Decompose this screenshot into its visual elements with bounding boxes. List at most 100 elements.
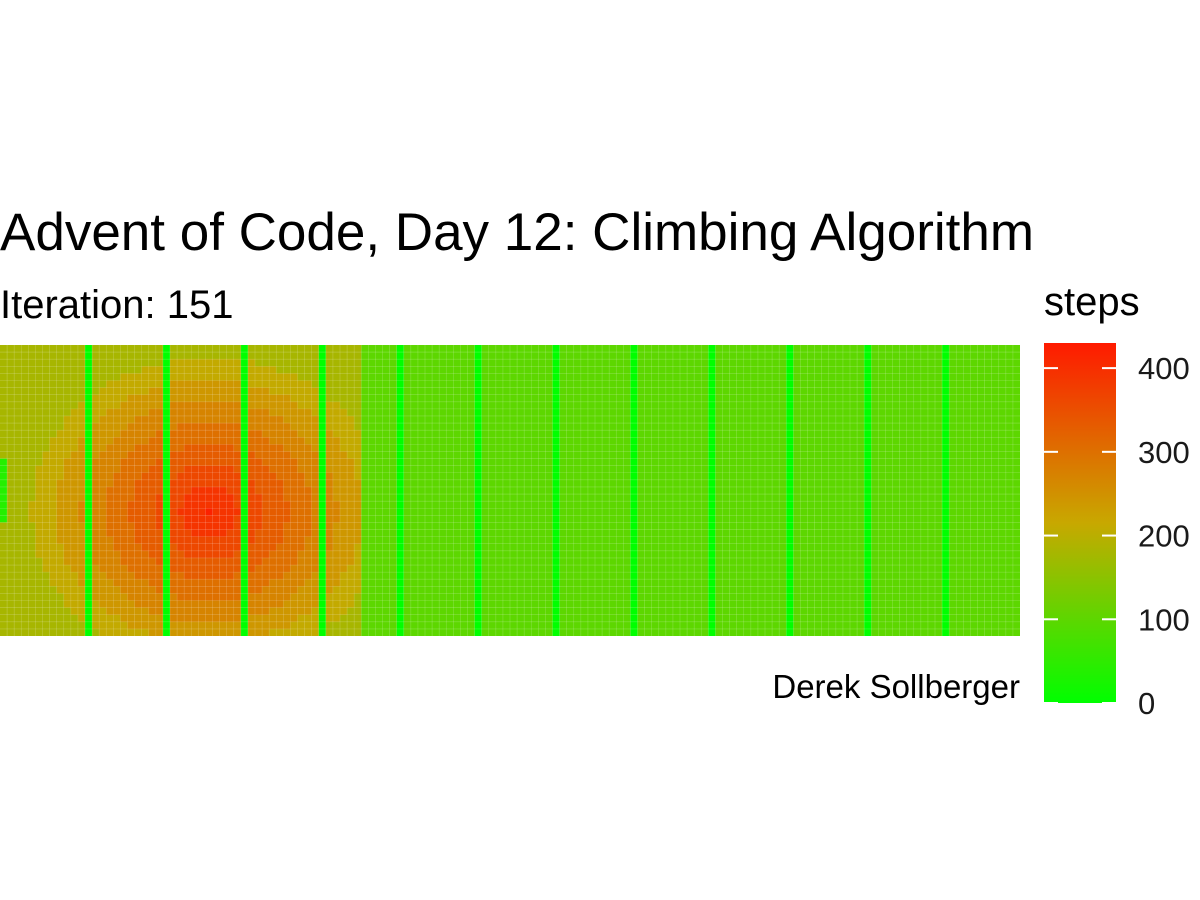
heatmap-cell [935,401,943,410]
heatmap-cell [488,557,497,566]
heatmap-cell [127,529,135,537]
heatmap-cell [920,359,929,367]
heatmap-cell [240,352,249,360]
heatmap-cell [155,529,164,537]
heatmap-cell [276,387,284,395]
heatmap-cell [786,522,794,530]
heatmap-cell [262,394,270,403]
heatmap-cell [665,479,674,488]
heatmap-cell [871,387,879,395]
heatmap-cell [757,486,766,495]
heatmap-cell [318,352,327,360]
heatmap-cell [361,387,369,395]
heatmap-cell [1012,565,1020,573]
heatmap-cell [595,444,603,452]
heatmap-cell [786,345,794,353]
heatmap-cell [651,557,660,566]
heatmap-cell [701,479,709,488]
heatmap-cell [347,394,355,403]
heatmap-cell [602,565,610,573]
heatmap-cell [892,366,900,374]
heatmap-cell [354,522,362,530]
heatmap-cell [1012,579,1020,587]
heatmap-cell [99,408,107,417]
heatmap-cell [750,373,759,381]
heatmap-cell [63,415,72,424]
heatmap-cell [765,345,773,353]
heatmap-cell [439,352,447,360]
heatmap-cell [368,430,376,438]
heatmap-cell [127,572,135,580]
heatmap-cell [219,501,227,509]
heatmap-cell [545,557,553,566]
heatmap-cell [7,394,15,403]
heatmap-cell [630,572,638,580]
heatmap-cell [616,352,624,360]
heatmap-cell [871,565,879,573]
heatmap-cell [970,352,978,360]
heatmap-cell [28,423,36,431]
heatmap-cell [368,366,376,374]
heatmap-cell [623,458,631,466]
heatmap-cell [814,380,822,388]
heatmap-cell [793,380,801,388]
heatmap-cell [481,550,490,559]
heatmap-cell [672,508,681,516]
heatmap-cell [857,444,865,452]
heatmap-cell [927,366,936,374]
heatmap-cell [906,557,915,566]
heatmap-cell [828,373,837,381]
heatmap-cell [396,579,405,587]
heatmap-cell [212,430,220,438]
heatmap-cell [510,565,518,573]
heatmap-cell [779,345,787,353]
heatmap-cell [354,550,362,559]
heatmap-cell [495,572,504,580]
heatmap-cell [651,437,660,445]
heatmap-cell [566,345,575,353]
heatmap-cell [637,508,645,516]
heatmap-cell [892,380,900,388]
heatmap-cell [935,437,943,445]
heatmap-cell [134,430,142,438]
heatmap-cell [991,565,1000,573]
heatmap-cell [765,423,773,431]
heatmap-cell [991,543,1000,552]
heatmap-cell [722,408,730,417]
heatmap-cell [757,394,766,403]
heatmap-cell [637,387,645,395]
heatmap-cell [616,486,624,495]
heatmap-cell [375,359,383,367]
heatmap-cell [722,465,730,474]
heatmap-cell [347,352,355,360]
heatmap-cell [708,543,716,552]
heatmap-cell [453,565,461,573]
heatmap-cell [77,415,86,424]
heatmap-cell [616,437,624,445]
heatmap-cell [524,557,532,566]
heatmap-cell [637,501,645,509]
heatmap-cell [375,501,383,509]
heatmap-cell [120,373,128,381]
heatmap-cell [998,430,1007,438]
heatmap-cell [538,465,546,474]
heatmap-cell [106,408,114,417]
heatmap-cell [481,543,490,552]
heatmap-cell [191,458,199,466]
heatmap-cell [141,408,150,417]
heatmap-cell [991,479,1000,488]
heatmap-cell [453,394,461,403]
heatmap-cell [14,352,22,360]
heatmap-cell [850,522,858,530]
heatmap-cell [595,387,603,395]
heatmap-cell [672,380,681,388]
heatmap-cell [396,472,405,481]
heatmap-cell [375,572,383,580]
heatmap-cell [871,543,879,552]
heatmap-cell [240,373,249,381]
heatmap-cell [240,465,249,474]
heatmap-cell [432,373,440,381]
heatmap-cell [276,373,284,381]
heatmap-cell [56,437,65,445]
heatmap-cell [772,380,780,388]
